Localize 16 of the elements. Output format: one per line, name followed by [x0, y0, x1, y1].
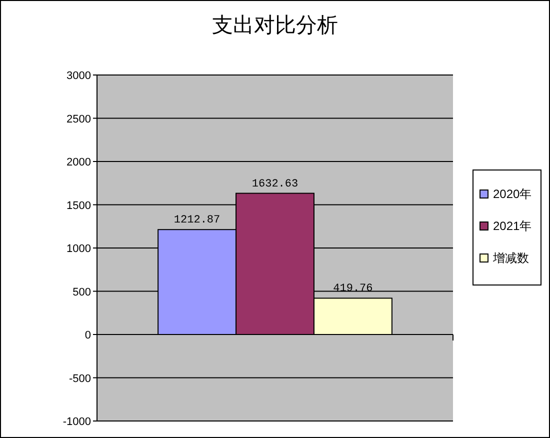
y-tick-label: 2000: [66, 156, 91, 168]
y-tick-label: 1000: [66, 243, 91, 255]
y-tick-label: 3000: [66, 70, 91, 82]
data-label: 1632.63: [252, 178, 298, 190]
legend-label: 2020年: [493, 187, 532, 201]
y-tick-label: 2500: [66, 113, 91, 126]
chart-title: 支出对比分析: [212, 14, 338, 37]
y-tick-label: -1000: [62, 416, 91, 428]
y-tick-label: 0: [84, 330, 91, 342]
legend-label: 增减数: [492, 251, 529, 265]
y-tick-label: 1500: [66, 200, 91, 212]
data-label: 1212.87: [174, 214, 220, 227]
y-tick-label: -500: [68, 372, 91, 385]
y-tick-label: 500: [72, 286, 91, 298]
legend-label: 2021年: [493, 219, 532, 233]
data-label: 419.76: [333, 283, 373, 296]
